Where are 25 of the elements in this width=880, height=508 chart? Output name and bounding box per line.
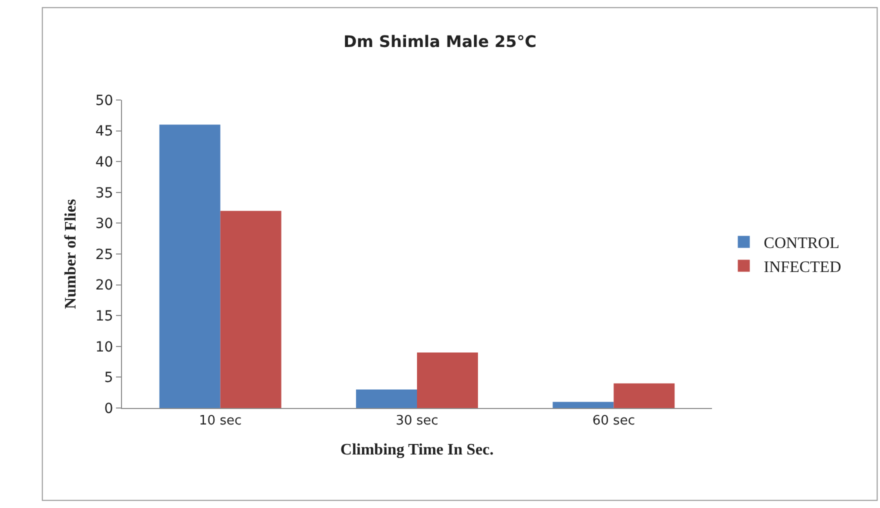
chart-title: Dm Shimla Male 25°C [343,32,537,51]
y-tick-label: 0 [104,400,114,417]
bar [159,124,220,408]
y-axis-title: Number of Flies [62,199,80,309]
y-tick-label: 35 [95,185,114,202]
bar [614,383,675,408]
x-tick-label: 60 sec [592,414,635,429]
bar [356,390,417,408]
x-tick-label: 30 sec [396,414,438,429]
bar [417,352,478,408]
y-tick-label: 15 [95,308,114,324]
legend-label: INFECTED [764,258,842,276]
y-tick-label: 25 [95,246,114,263]
y-tick-label: 50 [95,92,114,109]
bar [552,402,614,408]
y-tick-label: 30 [95,216,114,232]
legend-label: CONTROL [764,235,840,252]
bar [220,210,282,408]
x-tick-label: 10 sec [199,414,242,429]
y-tick-label: 10 [95,339,114,356]
x-axis-title: Climbing Time In Sec. [340,441,494,458]
y-tick-label: 20 [95,278,114,294]
y-tick-label: 40 [95,154,114,170]
y-tick-label: 5 [104,370,114,386]
y-tick-label: 45 [95,124,114,140]
